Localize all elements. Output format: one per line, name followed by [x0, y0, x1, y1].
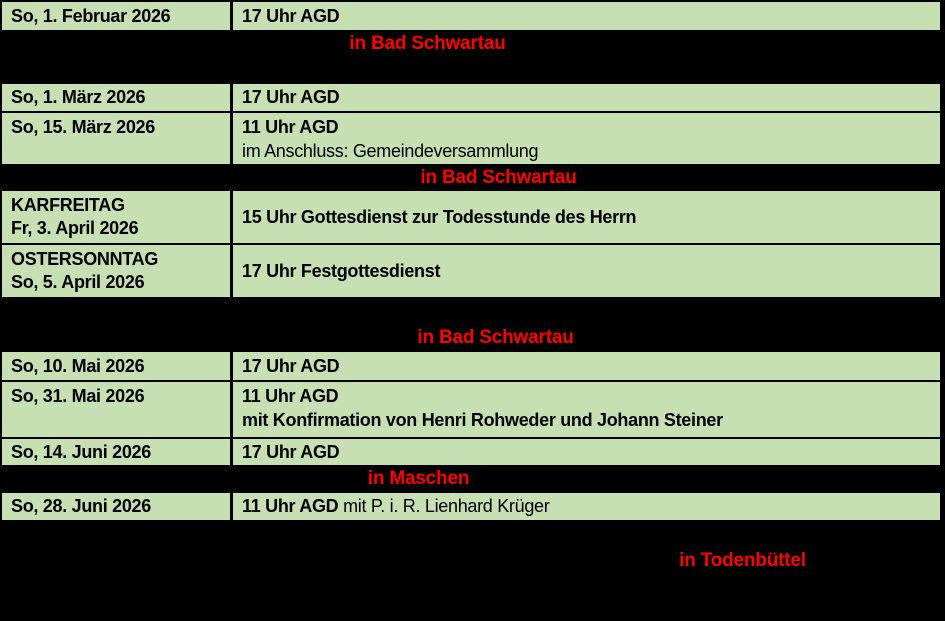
time-cell: 15 Uhr Gottesdienst zur Todesstunde des …	[233, 191, 940, 243]
location-label: in Bad Schwartau	[417, 327, 574, 348]
event-date: So, 5. April 2026	[11, 272, 145, 292]
event-time: 11 Uhr AGD mit P. i. R. Lienhard Krüger	[242, 496, 550, 516]
location-label: in Maschen	[367, 468, 470, 489]
event-holiday: OSTERSONNTAG	[11, 249, 159, 269]
event-holiday: KARFREITAG	[11, 195, 125, 215]
time-cell: 11 Uhr AGD mit P. i. R. Lienhard Krüger	[233, 493, 940, 520]
spacer-row	[0, 57, 945, 84]
event-date: So, 1. Februar 2026	[11, 5, 171, 26]
event-date: So, 15. März 2026	[11, 117, 155, 137]
time-cell: 17 Uhr AGD	[233, 84, 940, 111]
event-row: So, 14. Juni 2026 17 Uhr AGD	[2, 437, 940, 465]
time-cell: 17 Uhr AGD	[233, 439, 940, 465]
event-row: KARFREITAG Fr, 3. April 2026 15 Uhr Gott…	[2, 191, 940, 243]
location-banner: in Bad Schwartau	[0, 324, 945, 352]
event-note: im Anschluss: Gemeindeversammlung	[242, 141, 539, 161]
date-cell: So, 31. Mai 2026	[2, 382, 233, 437]
date-cell: OSTERSONNTAG So, 5. April 2026	[2, 245, 233, 297]
location-banner: in Bad Schwartau	[0, 30, 945, 57]
event-time: 17 Uhr AGD	[242, 87, 340, 107]
event-time: 17 Uhr Festgottesdienst	[242, 260, 441, 281]
event-date: So, 14. Juni 2026	[11, 441, 151, 462]
date-cell: So, 1. Februar 2026	[2, 2, 233, 30]
event-time: 15 Uhr Gottesdienst zur Todesstunde des …	[242, 206, 637, 227]
event-row: So, 28. Juni 2026 11 Uhr AGD mit P. i. R…	[2, 493, 940, 520]
event-time: 11 Uhr AGD	[242, 117, 339, 137]
location-banner: in Bad Schwartau	[0, 164, 945, 191]
event-date: So, 28. Juni 2026	[11, 496, 151, 516]
event-date: Fr, 3. April 2026	[11, 218, 139, 238]
location-label: in Todenbüttel	[679, 550, 806, 571]
event-row: So, 31. Mai 2026 11 Uhr AGD mit Konfirma…	[2, 380, 940, 437]
spacer-row	[0, 297, 945, 324]
event-date: So, 31. Mai 2026	[11, 386, 145, 406]
event-row: So, 1. März 2026 17 Uhr AGD	[2, 84, 940, 111]
location-banner: in Maschen	[0, 465, 945, 493]
date-cell: KARFREITAG Fr, 3. April 2026	[2, 191, 233, 243]
time-cell: 11 Uhr AGD mit Konfirmation von Henri Ro…	[233, 382, 940, 437]
time-cell: 11 Uhr AGD im Anschluss: Gemeindeversamm…	[233, 113, 940, 164]
event-row: So, 15. März 2026 11 Uhr AGD im Anschlus…	[2, 111, 940, 164]
date-cell: So, 14. Juni 2026	[2, 439, 233, 465]
event-time: 17 Uhr AGD	[242, 441, 340, 462]
event-row: OSTERSONNTAG So, 5. April 2026 17 Uhr Fe…	[2, 243, 940, 297]
date-cell: So, 28. Juni 2026	[2, 493, 233, 520]
event-time: 17 Uhr AGD	[242, 355, 340, 376]
event-row: So, 10. Mai 2026 17 Uhr AGD	[2, 352, 940, 380]
event-row: So, 1. Februar 2026 17 Uhr AGD	[2, 2, 940, 30]
location-banner: in Todenbüttel	[0, 520, 945, 621]
time-cell: 17 Uhr AGD	[233, 352, 940, 380]
event-time-suffix: mit P. i. R. Lienhard Krüger	[338, 496, 550, 516]
time-cell: 17 Uhr AGD	[233, 2, 940, 30]
event-date: So, 10. Mai 2026	[11, 355, 145, 376]
event-time: 17 Uhr AGD	[242, 5, 340, 26]
event-date: So, 1. März 2026	[11, 87, 146, 107]
time-cell: 17 Uhr Festgottesdienst	[233, 245, 940, 297]
event-time: 11 Uhr AGD	[242, 386, 339, 406]
date-cell: So, 15. März 2026	[2, 113, 233, 164]
location-label: in Bad Schwartau	[349, 32, 506, 54]
event-note: mit Konfirmation von Henri Rohweder und …	[242, 410, 723, 430]
location-label: in Bad Schwartau	[420, 166, 577, 188]
date-cell: So, 10. Mai 2026	[2, 352, 233, 380]
date-cell: So, 1. März 2026	[2, 84, 233, 111]
